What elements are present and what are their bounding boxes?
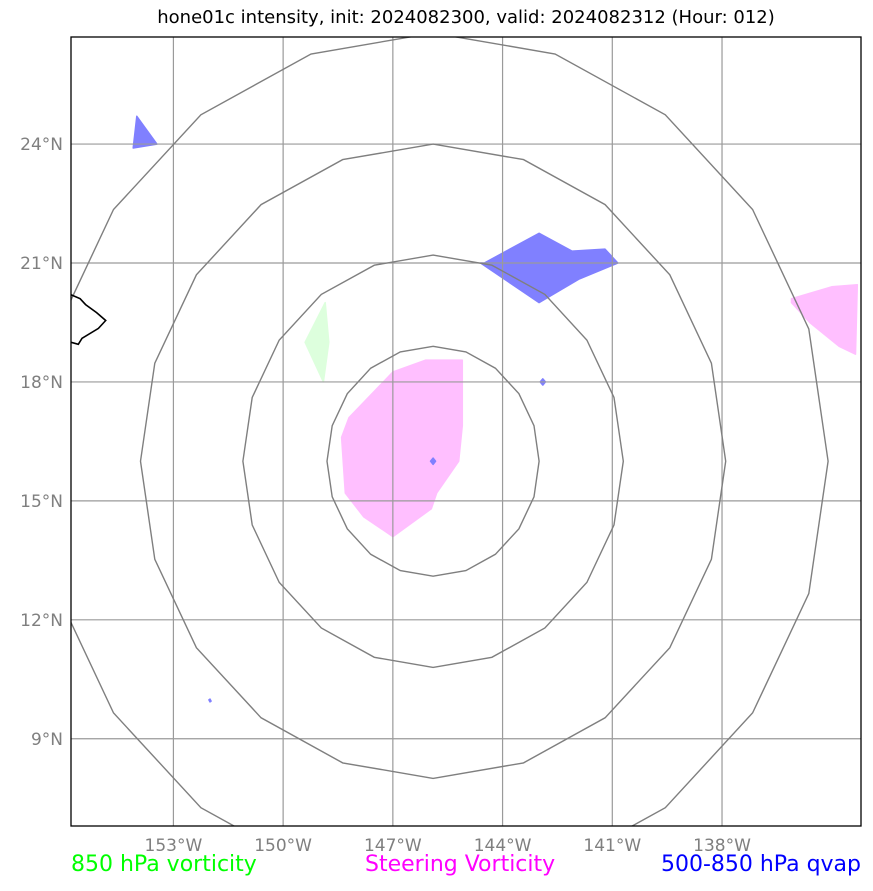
lon-tick-label: 141°W	[583, 836, 641, 856]
500-850-hpa-qvap-region-1	[132, 115, 158, 149]
500-850-hpa-qvap-region-0	[479, 232, 619, 304]
map-plot-area	[71, 37, 861, 826]
500-850-hpa-qvap-region-4	[208, 698, 212, 703]
steering-vorticity-region-1	[790, 284, 859, 355]
range-rings	[71, 37, 829, 826]
lat-tick-label: 9°N	[31, 730, 63, 750]
500-850-hpa-qvap-region-2	[429, 457, 437, 466]
lat-tick-label: 21°N	[20, 254, 63, 274]
legend-steering-vorticity: Steering Vorticity	[365, 852, 556, 877]
graticule	[71, 37, 861, 826]
range-ring-2	[139, 143, 727, 780]
lon-tick-label: 147°W	[364, 836, 422, 856]
lon-tick-label: 144°W	[474, 836, 532, 856]
lon-tick-label: 150°W	[254, 836, 312, 856]
steering-vorticity-region-0	[340, 359, 464, 538]
map-frame	[70, 36, 862, 827]
map-title: hone01c intensity, init: 2024082300, val…	[157, 7, 775, 28]
lon-tick-label: 138°W	[693, 836, 751, 856]
lat-tick-label: 24°N	[20, 135, 63, 155]
fields-layer	[132, 115, 859, 703]
coastline-hawaii	[71, 293, 107, 346]
range-ring-0	[326, 345, 540, 577]
range-ring-1	[242, 254, 625, 669]
axis-tick-labels: 153°W 150°W 147°W 144°W 141°W 138°W 24°N 21°N 18…	[20, 135, 751, 856]
range-ring-3	[71, 37, 829, 826]
lat-tick-label: 15°N	[20, 492, 63, 512]
lat-tick-label: 12°N	[20, 611, 63, 631]
coastline	[71, 293, 107, 346]
legend-qvap: 500-850 hPa qvap	[660, 852, 861, 877]
legend-850-vorticity: 850 hPa vorticity	[71, 852, 257, 877]
lat-tick-label: 18°N	[20, 373, 63, 393]
lon-tick-label: 153°W	[145, 836, 203, 856]
850-hpa-vorticity-region-0	[304, 301, 330, 383]
